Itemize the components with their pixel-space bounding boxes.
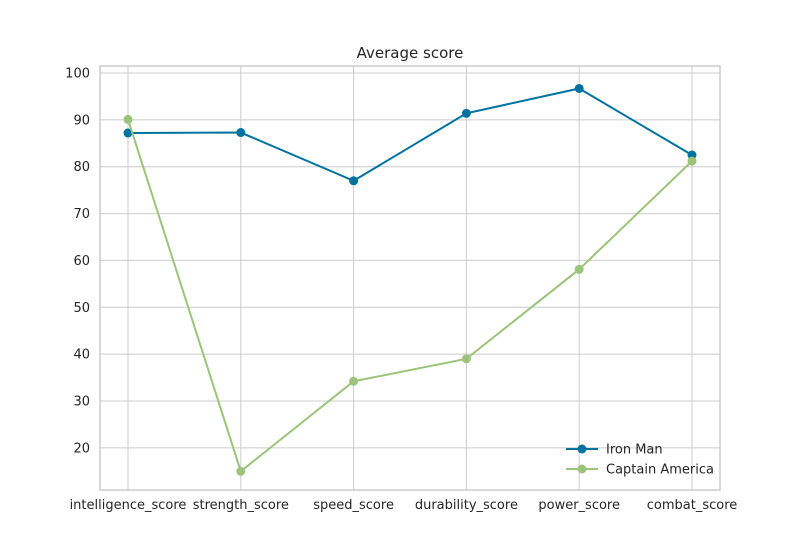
y-tick-label: 100	[65, 67, 90, 82]
data-point	[236, 128, 246, 138]
legend-entry: Iron Man	[566, 443, 663, 458]
chart-title: Average score	[357, 44, 464, 62]
y-tick-label: 50	[73, 301, 90, 316]
series-lines	[123, 83, 697, 476]
y-tick-label: 70	[73, 207, 90, 222]
y-tick-label: 30	[73, 394, 90, 409]
series-line	[127, 87, 693, 182]
data-point	[236, 466, 246, 476]
data-point	[574, 83, 584, 93]
data-point	[461, 108, 471, 118]
x-tick-label: speed_score	[313, 498, 394, 513]
series-line	[127, 119, 693, 473]
x-tick-label: power_score	[538, 498, 620, 513]
y-axis-tick-labels: 20 30 40 50 60 70 80 90 100	[65, 67, 90, 457]
x-tick-label: strength_score	[193, 498, 289, 513]
series-iron-man	[123, 83, 697, 186]
y-tick-label: 20	[73, 441, 90, 456]
data-point	[123, 114, 133, 124]
legend-entry: Captain America	[566, 463, 714, 478]
grid-lines	[100, 66, 720, 490]
legend-label: Iron Man	[606, 443, 663, 458]
x-axis-tick-labels: intelligence_score strength_score speed_sc…	[70, 498, 738, 513]
data-point	[574, 264, 584, 274]
legend-label: Captain America	[606, 463, 714, 478]
data-point	[461, 354, 471, 364]
data-point	[349, 376, 359, 386]
plot-frame	[99, 65, 721, 491]
y-tick-label: 60	[73, 254, 90, 269]
data-point	[123, 128, 133, 138]
y-tick-label: 40	[73, 348, 90, 363]
data-point	[687, 156, 697, 166]
x-tick-label: durability_score	[415, 498, 518, 513]
x-tick-label: combat_score	[647, 498, 738, 513]
series-captain-america	[123, 114, 697, 476]
y-tick-label: 90	[73, 113, 90, 128]
legend-marker	[577, 444, 587, 454]
legend: Iron Man Captain America	[566, 443, 714, 478]
x-tick-label: intelligence_score	[70, 498, 187, 513]
data-point	[349, 176, 359, 186]
y-tick-label: 80	[73, 160, 90, 175]
legend-marker	[577, 464, 587, 474]
